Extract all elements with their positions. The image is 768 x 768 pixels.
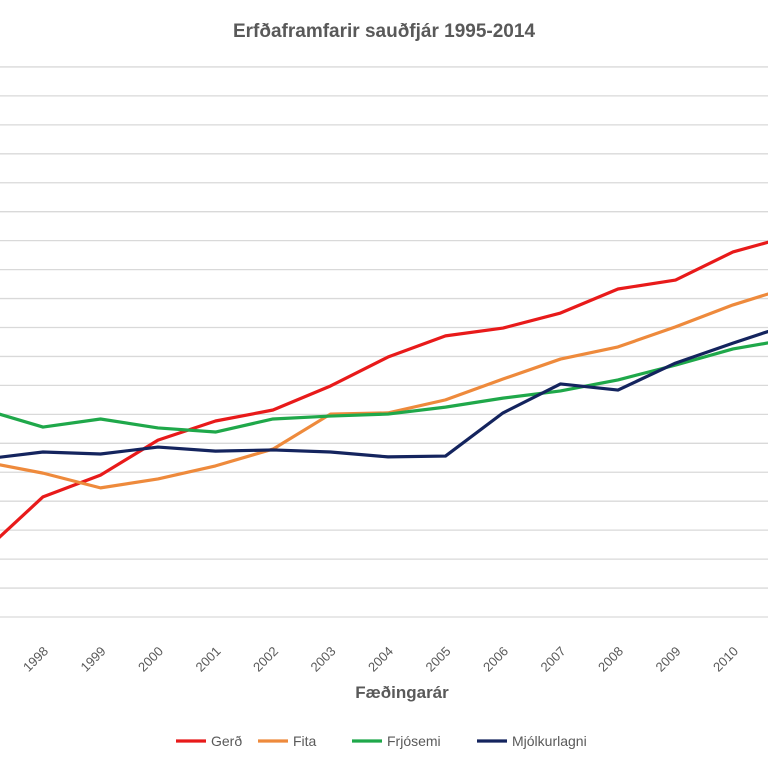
series-line-0 — [0, 240, 768, 539]
chart-title: Erfðaframfarir sauðfjár 1995-2014 — [233, 21, 535, 42]
x-tick-label: 2002 — [250, 644, 281, 675]
x-axis-label: Fæðingarár — [355, 683, 449, 702]
x-tick-label: 2008 — [595, 644, 626, 675]
x-tick-label: 2000 — [135, 644, 166, 675]
x-tick-label: 2003 — [308, 644, 339, 675]
gridlines — [0, 66, 768, 618]
x-tick-label: 2004 — [365, 644, 396, 675]
series-lines — [0, 240, 768, 539]
legend-label: Gerð — [211, 733, 242, 749]
x-tick-label: 1999 — [78, 644, 109, 675]
series-line-3 — [0, 329, 768, 459]
x-tick-label: 2001 — [193, 644, 224, 675]
x-tick-label: 2006 — [480, 644, 511, 675]
x-tick-label: 2005 — [423, 644, 454, 675]
x-tick-label: 2007 — [538, 644, 569, 675]
x-tick-label: 2010 — [710, 644, 741, 675]
legend-label: Frjósemi — [387, 733, 441, 749]
x-tick-labels: 1998 1999 2000 2001 2002 2003 2004 2005 2006 2007… — [20, 644, 741, 675]
x-tick-label: 1998 — [20, 644, 51, 675]
legend: Gerð Fita Frjósemi Mjólkurlagni — [176, 733, 587, 749]
x-tick-label: 2009 — [653, 644, 684, 675]
legend-label: Fita — [293, 733, 317, 749]
legend-label: Mjólkurlagni — [512, 733, 587, 749]
